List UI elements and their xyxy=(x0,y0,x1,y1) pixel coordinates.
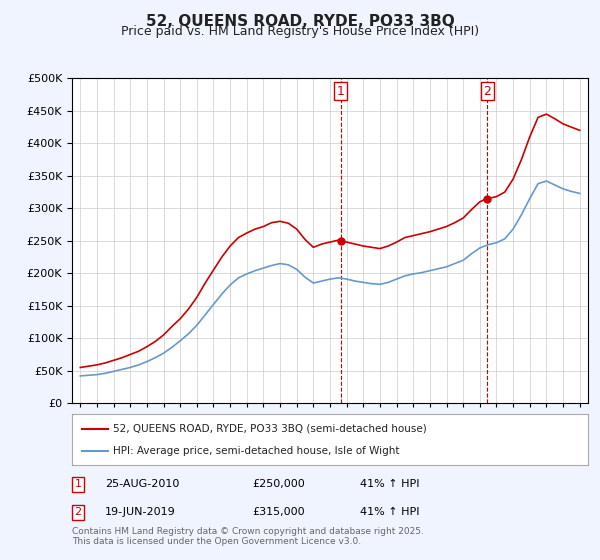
Text: 52, QUEENS ROAD, RYDE, PO33 3BQ: 52, QUEENS ROAD, RYDE, PO33 3BQ xyxy=(146,14,454,29)
Text: Contains HM Land Registry data © Crown copyright and database right 2025.
This d: Contains HM Land Registry data © Crown c… xyxy=(72,526,424,546)
Text: 41% ↑ HPI: 41% ↑ HPI xyxy=(360,479,419,489)
Text: 41% ↑ HPI: 41% ↑ HPI xyxy=(360,507,419,517)
Text: 2: 2 xyxy=(484,85,491,98)
Text: Price paid vs. HM Land Registry's House Price Index (HPI): Price paid vs. HM Land Registry's House … xyxy=(121,25,479,38)
Text: HPI: Average price, semi-detached house, Isle of Wight: HPI: Average price, semi-detached house,… xyxy=(113,446,400,456)
Text: 1: 1 xyxy=(337,85,345,98)
Text: 2: 2 xyxy=(74,507,82,517)
Text: £250,000: £250,000 xyxy=(252,479,305,489)
Text: £315,000: £315,000 xyxy=(252,507,305,517)
Text: 25-AUG-2010: 25-AUG-2010 xyxy=(105,479,179,489)
Text: 19-JUN-2019: 19-JUN-2019 xyxy=(105,507,176,517)
Text: 52, QUEENS ROAD, RYDE, PO33 3BQ (semi-detached house): 52, QUEENS ROAD, RYDE, PO33 3BQ (semi-de… xyxy=(113,423,427,433)
Text: 1: 1 xyxy=(74,479,82,489)
